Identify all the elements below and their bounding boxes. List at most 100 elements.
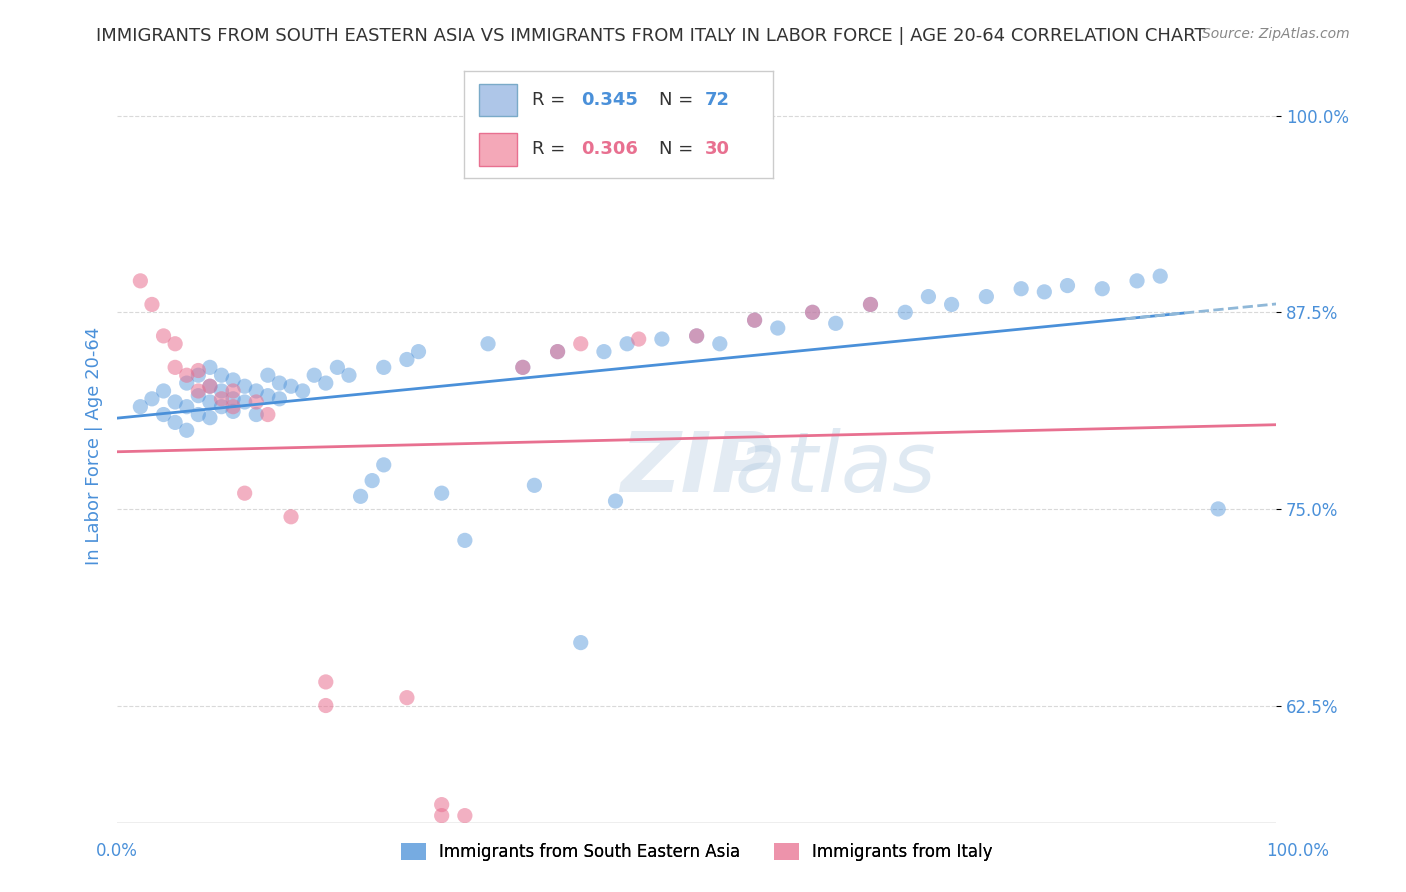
- Point: [257, 408, 280, 422]
- Point: [257, 368, 280, 383]
- Point: [280, 509, 302, 524]
- Text: N =: N =: [659, 141, 699, 159]
- Point: [361, 474, 384, 488]
- Point: [512, 360, 534, 375]
- Point: [245, 395, 267, 409]
- Text: ZIP: ZIP: [620, 428, 773, 509]
- Point: [430, 808, 453, 822]
- Point: [547, 344, 569, 359]
- Point: [257, 389, 280, 403]
- Point: [1206, 502, 1229, 516]
- Y-axis label: In Labor Force | Age 20-64: In Labor Force | Age 20-64: [86, 326, 103, 566]
- Point: [801, 305, 824, 319]
- Point: [569, 635, 592, 649]
- Text: 30: 30: [706, 141, 730, 159]
- Point: [187, 408, 209, 422]
- Point: [859, 297, 882, 311]
- Point: [198, 395, 221, 409]
- Point: [198, 410, 221, 425]
- Point: [373, 360, 395, 375]
- Point: [326, 360, 349, 375]
- Point: [337, 368, 360, 383]
- Point: [395, 690, 418, 705]
- Text: atlas: atlas: [735, 428, 936, 509]
- Point: [605, 494, 627, 508]
- Point: [315, 674, 337, 689]
- Point: [744, 313, 766, 327]
- Point: [141, 297, 163, 311]
- Point: [222, 404, 245, 418]
- Point: [233, 379, 256, 393]
- Point: [373, 458, 395, 472]
- Point: [152, 384, 174, 398]
- Point: [187, 368, 209, 383]
- FancyBboxPatch shape: [479, 84, 516, 116]
- Point: [152, 408, 174, 422]
- Point: [165, 416, 187, 430]
- Point: [349, 489, 371, 503]
- Point: [198, 379, 221, 393]
- Point: [152, 329, 174, 343]
- Point: [430, 797, 453, 812]
- Point: [315, 376, 337, 390]
- Point: [512, 360, 534, 375]
- Point: [523, 478, 546, 492]
- Point: [315, 698, 337, 713]
- Point: [291, 384, 314, 398]
- Point: [408, 344, 430, 359]
- Point: [547, 344, 569, 359]
- Point: [395, 352, 418, 367]
- Point: [280, 379, 302, 393]
- Point: [233, 395, 256, 409]
- Point: [165, 336, 187, 351]
- Point: [1033, 285, 1056, 299]
- Text: R =: R =: [531, 91, 571, 109]
- Point: [129, 274, 152, 288]
- Point: [165, 360, 187, 375]
- Text: N =: N =: [659, 91, 699, 109]
- Point: [593, 344, 616, 359]
- Point: [454, 533, 477, 548]
- Point: [222, 384, 245, 398]
- Text: R =: R =: [531, 141, 571, 159]
- Point: [976, 289, 998, 303]
- Legend: Immigrants from South Eastern Asia, Immigrants from Italy: Immigrants from South Eastern Asia, Immi…: [394, 837, 1000, 868]
- Point: [651, 332, 673, 346]
- Text: 0.306: 0.306: [582, 141, 638, 159]
- Point: [222, 373, 245, 387]
- FancyBboxPatch shape: [479, 134, 516, 166]
- Point: [211, 368, 233, 383]
- Point: [894, 305, 917, 319]
- Point: [245, 384, 267, 398]
- Point: [859, 297, 882, 311]
- Text: Source: ZipAtlas.com: Source: ZipAtlas.com: [1202, 27, 1350, 41]
- Point: [269, 392, 291, 406]
- Point: [198, 379, 221, 393]
- Point: [187, 389, 209, 403]
- Point: [1010, 282, 1032, 296]
- Point: [211, 384, 233, 398]
- Point: [801, 305, 824, 319]
- Text: IMMIGRANTS FROM SOUTH EASTERN ASIA VS IMMIGRANTS FROM ITALY IN LABOR FORCE | AGE: IMMIGRANTS FROM SOUTH EASTERN ASIA VS IM…: [96, 27, 1205, 45]
- Point: [824, 316, 846, 330]
- Point: [211, 392, 233, 406]
- Point: [1149, 269, 1171, 284]
- Point: [685, 329, 707, 343]
- Point: [176, 368, 198, 383]
- Point: [187, 384, 209, 398]
- Point: [1126, 274, 1149, 288]
- Point: [627, 332, 650, 346]
- Text: 0.345: 0.345: [582, 91, 638, 109]
- Point: [245, 408, 267, 422]
- Point: [1091, 282, 1114, 296]
- Point: [766, 321, 789, 335]
- Point: [165, 395, 187, 409]
- Point: [176, 400, 198, 414]
- Point: [569, 336, 592, 351]
- Point: [616, 336, 638, 351]
- Text: 0.0%: 0.0%: [96, 842, 138, 860]
- Point: [685, 329, 707, 343]
- Point: [269, 376, 291, 390]
- Point: [917, 289, 939, 303]
- Point: [129, 400, 152, 414]
